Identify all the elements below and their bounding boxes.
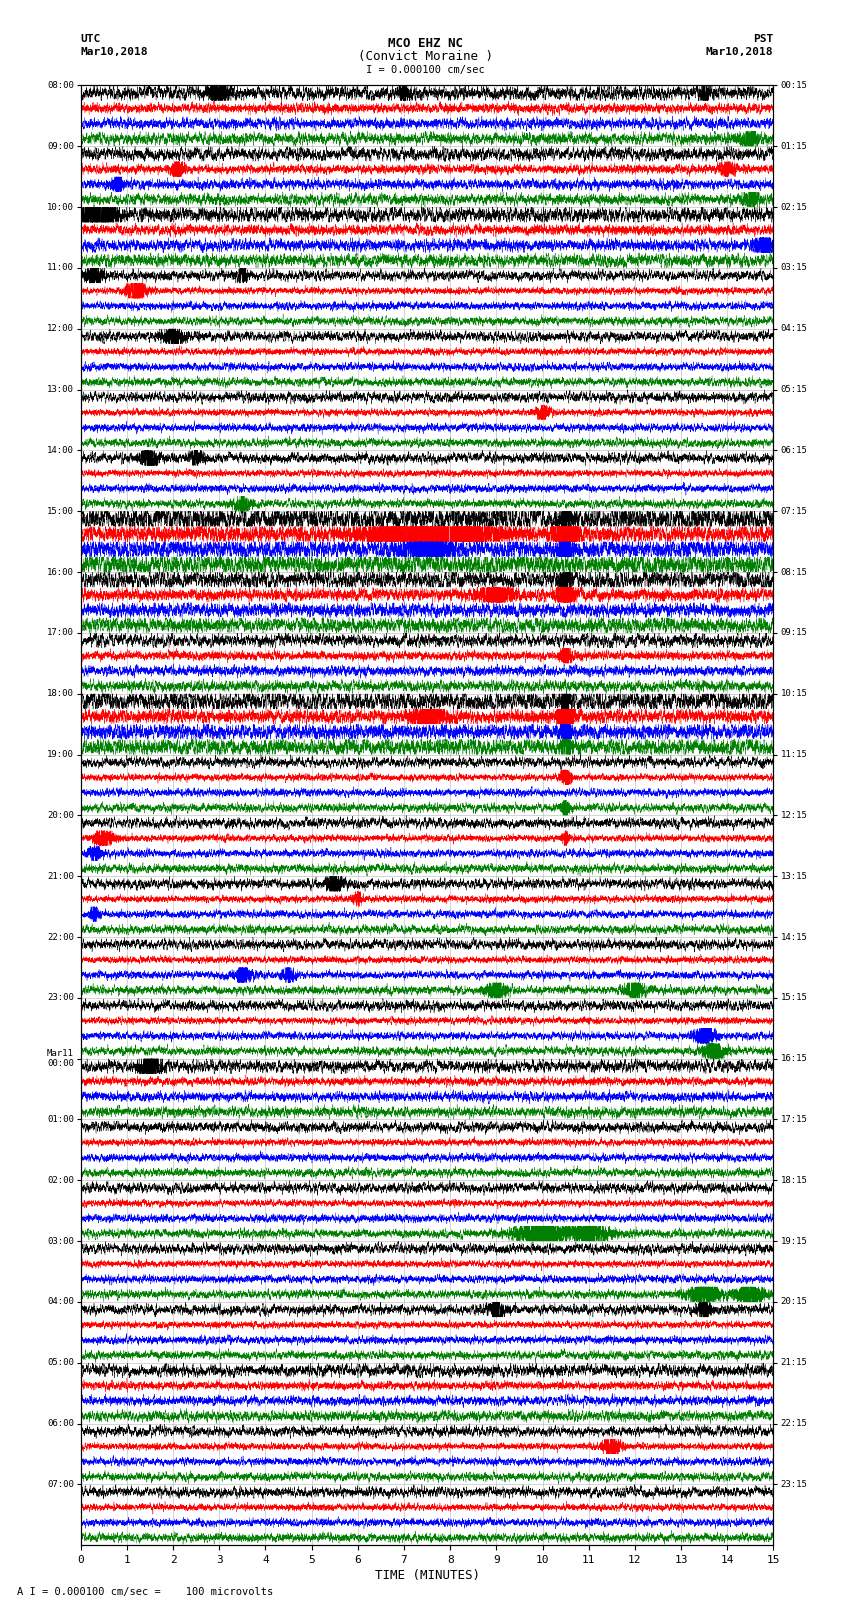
Text: A I = 0.000100 cm/sec =    100 microvolts: A I = 0.000100 cm/sec = 100 microvolts — [17, 1587, 273, 1597]
Text: MCO EHZ NC: MCO EHZ NC — [388, 37, 462, 50]
Text: PST: PST — [753, 34, 774, 44]
Text: Mar10,2018: Mar10,2018 — [81, 47, 148, 56]
X-axis label: TIME (MINUTES): TIME (MINUTES) — [375, 1569, 479, 1582]
Text: I = 0.000100 cm/sec: I = 0.000100 cm/sec — [366, 65, 484, 74]
Text: UTC: UTC — [81, 34, 101, 44]
Text: Mar10,2018: Mar10,2018 — [706, 47, 774, 56]
Text: (Convict Moraine ): (Convict Moraine ) — [358, 50, 492, 63]
